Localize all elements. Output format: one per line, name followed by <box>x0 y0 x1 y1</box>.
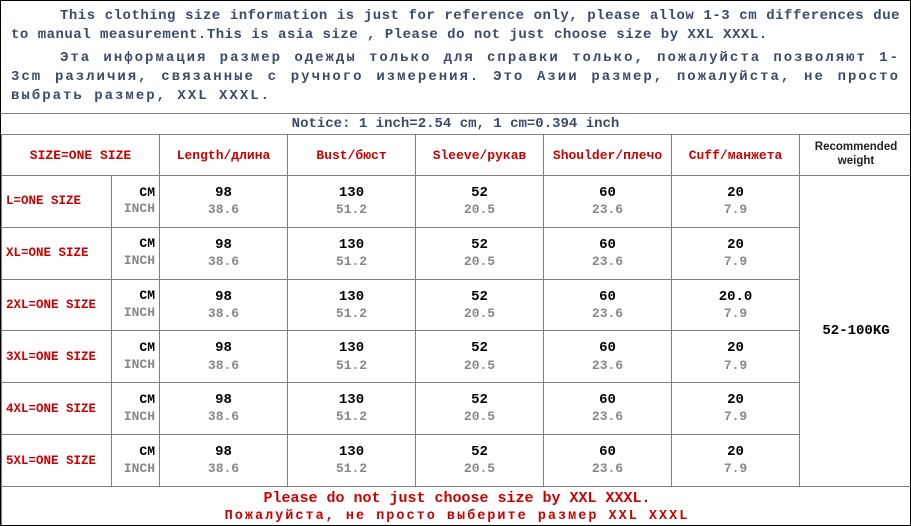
footer-row: Please do not just choose size by XXL XX… <box>2 487 911 526</box>
table-row: 2XL=ONE SIZECMINCH9838.613051.25220.5602… <box>2 279 911 331</box>
unit-cell: CMINCH <box>112 435 160 487</box>
sleeve-cell: 5220.5 <box>416 176 544 228</box>
length-cell: 9838.6 <box>160 279 288 331</box>
bust-cell: 13051.2 <box>288 176 416 228</box>
hdr-weight: Recommended weight <box>800 135 911 175</box>
bust-cell: 13051.2 <box>288 227 416 279</box>
size-label: 2XL=ONE SIZE <box>2 279 112 331</box>
length-cell: 9838.6 <box>160 435 288 487</box>
intro-block: This clothing size information is just f… <box>1 1 910 114</box>
cuff-cell: 20.07.9 <box>672 279 800 331</box>
footer-en: Please do not just choose size by XXL XX… <box>263 490 650 507</box>
sleeve-cell: 5220.5 <box>416 435 544 487</box>
shoulder-cell: 6023.6 <box>544 279 672 331</box>
weight-cell: 52-100KG <box>800 176 911 487</box>
length-cell: 9838.6 <box>160 331 288 383</box>
sleeve-cell: 5220.5 <box>416 279 544 331</box>
length-cell: 9838.6 <box>160 227 288 279</box>
sleeve-cell: 5220.5 <box>416 383 544 435</box>
sleeve-cell: 5220.5 <box>416 331 544 383</box>
length-cell: 9838.6 <box>160 383 288 435</box>
size-label: XL=ONE SIZE <box>2 227 112 279</box>
shoulder-cell: 6023.6 <box>544 383 672 435</box>
shoulder-cell: 6023.6 <box>544 435 672 487</box>
table-row: 4XL=ONE SIZECMINCH9838.613051.25220.5602… <box>2 383 911 435</box>
cuff-cell: 207.9 <box>672 435 800 487</box>
hdr-size: SIZE=ONE SIZE <box>2 135 160 175</box>
table-row: 3XL=ONE SIZECMINCH9838.613051.25220.5602… <box>2 331 911 383</box>
table-row: 5XL=ONE SIZECMINCH9838.613051.25220.5602… <box>2 435 911 487</box>
unit-cell: CMINCH <box>112 383 160 435</box>
hdr-cuff: Cuff/манжета <box>672 135 800 175</box>
intro-ru: Эта информация размер одежды только для … <box>11 49 900 106</box>
hdr-sleeve: Sleeve/рукав <box>416 135 544 175</box>
cuff-cell: 207.9 <box>672 383 800 435</box>
unit-cell: CMINCH <box>112 227 160 279</box>
bust-cell: 13051.2 <box>288 383 416 435</box>
hdr-bust: Bust/бюст <box>288 135 416 175</box>
size-label: L=ONE SIZE <box>2 176 112 228</box>
unit-notice: Notice: 1 inch=2.54 cm, 1 cm=0.394 inch <box>1 114 910 135</box>
length-cell: 9838.6 <box>160 176 288 228</box>
sleeve-cell: 5220.5 <box>416 227 544 279</box>
footer-ru: Пожалуйста, не просто выберите размер XX… <box>2 507 911 524</box>
shoulder-cell: 6023.6 <box>544 176 672 228</box>
size-label: 3XL=ONE SIZE <box>2 331 112 383</box>
cuff-cell: 207.9 <box>672 227 800 279</box>
hdr-shoulder: Shoulder/плечо <box>544 135 672 175</box>
size-table: SIZE=ONE SIZE Length/длина Bust/бюст Sle… <box>1 135 911 525</box>
size-label: 4XL=ONE SIZE <box>2 383 112 435</box>
shoulder-cell: 6023.6 <box>544 227 672 279</box>
shoulder-cell: 6023.6 <box>544 331 672 383</box>
unit-cell: CMINCH <box>112 176 160 228</box>
size-label: 5XL=ONE SIZE <box>2 435 112 487</box>
bust-cell: 13051.2 <box>288 331 416 383</box>
cuff-cell: 207.9 <box>672 176 800 228</box>
unit-cell: CMINCH <box>112 331 160 383</box>
header-row: SIZE=ONE SIZE Length/длина Bust/бюст Sle… <box>2 135 911 175</box>
hdr-length: Length/длина <box>160 135 288 175</box>
bust-cell: 13051.2 <box>288 435 416 487</box>
bust-cell: 13051.2 <box>288 279 416 331</box>
table-row: XL=ONE SIZECMINCH9838.613051.25220.56023… <box>2 227 911 279</box>
cuff-cell: 207.9 <box>672 331 800 383</box>
footer-cell: Please do not just choose size by XXL XX… <box>2 487 911 526</box>
intro-en: This clothing size information is just f… <box>11 7 900 45</box>
size-chart-container: This clothing size information is just f… <box>0 0 911 526</box>
table-row: L=ONE SIZECMINCH9838.613051.25220.56023.… <box>2 176 911 228</box>
unit-cell: CMINCH <box>112 279 160 331</box>
